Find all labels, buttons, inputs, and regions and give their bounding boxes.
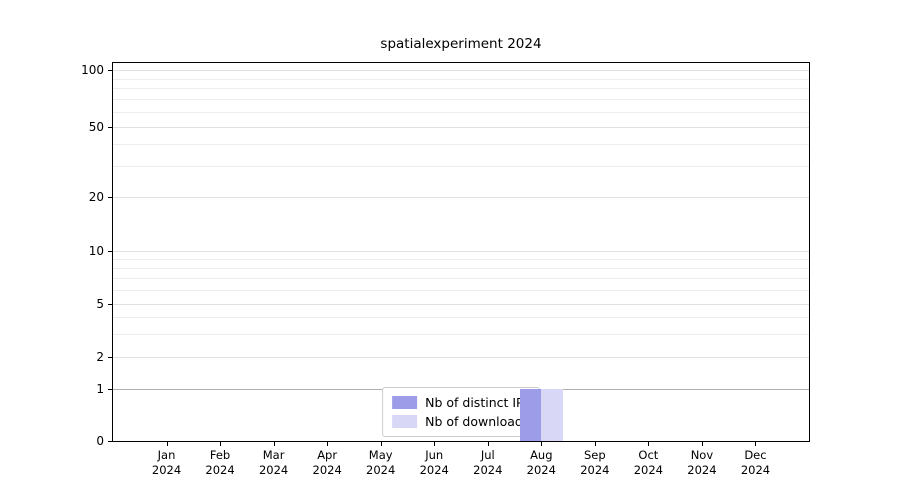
x-tick-year: 2024: [312, 463, 342, 477]
legend-swatch: [392, 415, 418, 428]
x-tick-mark: [701, 442, 703, 446]
x-tick-year: 2024: [205, 463, 235, 477]
legend-entry: Nb of downloads: [392, 412, 530, 431]
x-tick-label: Nov 2024: [670, 448, 734, 478]
minor-gridline: [113, 268, 809, 270]
x-tick-mark: [434, 442, 436, 446]
y-tick-label: 100: [81, 63, 104, 77]
x-tick-month: Jun: [425, 448, 444, 462]
plot-area: Nb of distinct IPs Nb of downloads: [112, 62, 810, 442]
x-tick-month: May: [368, 448, 393, 462]
minor-gridline: [113, 259, 809, 261]
x-tick-mark: [594, 442, 596, 446]
y-tick-mark: [108, 304, 112, 305]
x-tick-year: 2024: [526, 463, 556, 477]
x-tick-mark: [220, 442, 222, 446]
x-tick-year: 2024: [151, 463, 182, 477]
x-tick-mark: [648, 442, 650, 446]
bar-downloads: [541, 389, 563, 441]
x-tick-label: Feb 2024: [188, 448, 252, 478]
x-tick-label: Jul 2024: [456, 448, 520, 478]
major-gridline: [113, 304, 809, 305]
x-tick-mark: [380, 442, 382, 446]
minor-gridline: [113, 333, 809, 335]
x-tick-month: Oct: [638, 448, 659, 462]
x-tick-month: Dec: [744, 448, 767, 462]
major-gridline: [113, 357, 809, 358]
x-tick-label: Jan 2024: [135, 448, 199, 478]
minor-gridline: [113, 278, 809, 280]
legend-swatch: [392, 396, 418, 409]
major-gridline: [113, 197, 809, 198]
x-tick-month: Feb: [209, 448, 231, 462]
x-tick-mark: [273, 442, 275, 446]
y-tick-mark: [108, 127, 112, 128]
y-tick-label: 5: [96, 297, 104, 311]
legend-entry: Nb of distinct IPs: [392, 393, 530, 412]
minor-gridline: [113, 112, 809, 113]
bar-distinct-ips: [519, 389, 542, 441]
y-tick-label: 2: [96, 350, 104, 364]
x-tick-label: Apr 2024: [295, 448, 359, 478]
x-tick-mark: [487, 442, 489, 446]
x-tick-year: 2024: [687, 463, 717, 477]
y-tick-mark: [108, 197, 112, 198]
x-tick-month: Apr: [317, 448, 338, 462]
x-tick-mark: [755, 442, 757, 446]
x-tick-month: Aug: [530, 448, 553, 462]
x-tick-month: Mar: [262, 448, 285, 462]
major-gridline: [113, 127, 809, 128]
y-tick-label: 20: [88, 190, 104, 204]
x-tick-mark: [166, 442, 168, 446]
chart-title: spatialexperiment 2024: [380, 36, 542, 52]
minor-gridline: [113, 99, 809, 101]
x-tick-label: May 2024: [349, 448, 413, 478]
y-tick-mark: [108, 251, 112, 252]
y-tick-label: 50: [88, 120, 104, 134]
y-tick-label: 0: [96, 434, 104, 448]
x-tick-year: 2024: [740, 463, 771, 477]
legend: Nb of distinct IPs Nb of downloads: [382, 387, 540, 437]
major-gridline: [113, 251, 809, 252]
minor-gridline: [113, 78, 809, 80]
x-tick-year: 2024: [366, 463, 396, 477]
x-tick-month: Jan: [157, 448, 176, 462]
legend-entry-label: Nb of downloads: [425, 414, 530, 429]
y-tick-label: 10: [88, 244, 104, 258]
minor-gridline: [113, 166, 809, 168]
minor-gridline: [113, 316, 809, 318]
x-tick-month: Jul: [480, 448, 495, 462]
x-tick-mark: [541, 442, 543, 446]
x-tick-label: Mar 2024: [242, 448, 306, 478]
x-tick-year: 2024: [258, 463, 289, 477]
y-tick-label: 1: [96, 382, 104, 396]
minor-gridline: [113, 144, 809, 146]
x-tick-year: 2024: [633, 463, 664, 477]
x-tick-label: Aug 2024: [509, 448, 573, 478]
y-tick-mark: [108, 70, 112, 71]
y-tick-mark: [108, 389, 112, 390]
x-tick-label: Jun 2024: [402, 448, 466, 478]
minor-gridline: [113, 88, 809, 90]
x-tick-month: Nov: [690, 448, 714, 462]
y-tick-mark: [108, 357, 112, 358]
x-tick-month: Sep: [584, 448, 606, 462]
x-tick-year: 2024: [580, 463, 610, 477]
minor-gridline: [113, 290, 809, 292]
x-tick-label: Oct 2024: [616, 448, 680, 478]
x-tick-year: 2024: [419, 463, 449, 477]
x-tick-label: Sep 2024: [563, 448, 627, 478]
y-tick-mark: [108, 441, 112, 442]
x-tick-year: 2024: [473, 463, 503, 477]
major-gridline: [113, 70, 809, 71]
legend-entry-label: Nb of distinct IPs: [425, 395, 530, 410]
x-tick-mark: [327, 442, 329, 446]
x-tick-label: Dec 2024: [723, 448, 787, 478]
